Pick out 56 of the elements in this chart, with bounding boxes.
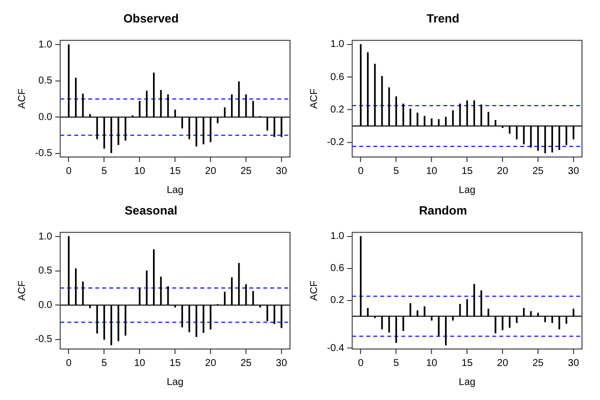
- x-tick-label: 30: [276, 166, 288, 177]
- x-tick-label: 0: [66, 166, 72, 177]
- x-tick-label: 30: [568, 166, 580, 177]
- x-tick-label: 30: [568, 358, 580, 369]
- y-tick-label: -0.2: [326, 137, 345, 148]
- x-tick-label: 20: [497, 166, 509, 177]
- x-tick-label: 5: [393, 358, 400, 369]
- x-tick-label: 15: [170, 166, 182, 177]
- y-tick-label: -0.5: [34, 334, 53, 346]
- y-tick-label: -0.4: [326, 342, 345, 354]
- x-tick-label: 5: [101, 166, 108, 177]
- y-tick-label: 1.0: [38, 231, 53, 242]
- x-tick-label: 25: [240, 166, 252, 177]
- y-axis-title: ACF: [16, 88, 28, 109]
- y-axis-title: ACF: [308, 280, 320, 301]
- x-axis-title: Lag: [458, 376, 476, 388]
- y-tick-label: 1.0: [330, 39, 345, 50]
- y-tick-label: 0.0: [38, 112, 53, 123]
- x-tick-label: 15: [462, 166, 474, 177]
- x-tick-label: 15: [462, 358, 474, 369]
- y-tick-label: 0.6: [330, 72, 345, 83]
- x-tick-label: 5: [393, 166, 400, 177]
- x-tick-label: 15: [170, 358, 182, 369]
- x-axis-title: Lag: [458, 184, 476, 196]
- x-axis-title: Lag: [166, 376, 184, 388]
- chart-title: Observed: [123, 12, 179, 26]
- x-tick-label: 20: [497, 358, 509, 369]
- y-tick-label: 1.0: [38, 39, 53, 50]
- y-tick-label: 0.6: [330, 263, 345, 274]
- x-tick-label: 25: [532, 166, 544, 177]
- y-tick-label: 0.0: [38, 300, 53, 311]
- x-tick-label: 5: [101, 358, 108, 369]
- chart-title: Seasonal: [124, 204, 178, 218]
- chart-title: Random: [419, 204, 467, 218]
- x-tick-label: 10: [426, 358, 438, 369]
- y-tick-label: 1.0: [330, 231, 345, 242]
- x-tick-label: 10: [426, 166, 438, 177]
- x-tick-label: 25: [532, 358, 544, 369]
- x-tick-label: 0: [358, 358, 364, 369]
- y-tick-label: 0.5: [38, 266, 53, 277]
- x-tick-label: 10: [134, 358, 146, 369]
- y-tick-label: 0.2: [330, 104, 345, 116]
- x-tick-label: 0: [358, 166, 364, 177]
- x-tick-label: 20: [205, 166, 217, 177]
- y-axis-title: ACF: [16, 280, 28, 301]
- x-tick-label: 0: [66, 358, 72, 369]
- x-axis-title: Lag: [166, 184, 184, 196]
- x-tick-label: 10: [134, 166, 146, 177]
- y-tick-label: 0.5: [38, 76, 53, 87]
- x-tick-label: 30: [276, 358, 288, 369]
- x-tick-label: 20: [205, 358, 217, 369]
- x-tick-label: 25: [240, 358, 252, 369]
- chart-title: Trend: [426, 12, 460, 26]
- y-tick-label: 0.2: [330, 295, 345, 306]
- y-axis-title: ACF: [308, 88, 320, 109]
- y-tick-label: -0.5: [34, 148, 53, 160]
